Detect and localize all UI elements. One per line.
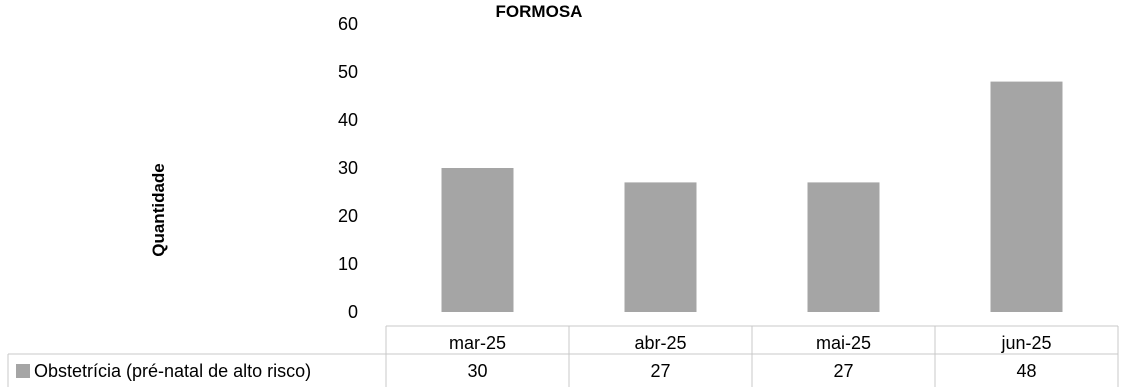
bars xyxy=(441,81,1063,312)
x-category-label: mai-25 xyxy=(816,333,871,353)
bar-mar-25 xyxy=(441,168,514,312)
bar-mai-25 xyxy=(807,182,880,312)
x-category-label: mar-25 xyxy=(449,333,506,353)
bar-abr-25 xyxy=(624,182,697,312)
data-value-label: 48 xyxy=(1016,361,1036,381)
data-value-label: 27 xyxy=(650,361,670,381)
legend-key xyxy=(16,364,30,378)
bar-jun-25 xyxy=(990,81,1063,312)
y-tick-label: 20 xyxy=(338,206,358,226)
x-category-label: abr-25 xyxy=(634,333,686,353)
x-category-label: jun-25 xyxy=(1000,333,1051,353)
y-tick-label: 30 xyxy=(338,158,358,178)
y-tick-label: 0 xyxy=(348,302,358,322)
y-tick-label: 40 xyxy=(338,110,358,130)
chart-title: FORMOSA xyxy=(496,2,583,21)
data-value-label: 30 xyxy=(467,361,487,381)
y-tick-label: 60 xyxy=(338,14,358,34)
data-value-label: 27 xyxy=(833,361,853,381)
y-tick-label: 50 xyxy=(338,62,358,82)
y-axis-label: Quantidade xyxy=(149,163,168,257)
y-tick-label: 10 xyxy=(338,254,358,274)
data-table: mar-25 abr-25 mai-25 jun-25 Obstetrícia (pré… xyxy=(7,325,1119,387)
series-name: Obstetrícia (pré-natal de alto risco) xyxy=(34,361,311,381)
y-axis-ticks: 0 10 20 30 40 50 60 xyxy=(338,14,358,322)
